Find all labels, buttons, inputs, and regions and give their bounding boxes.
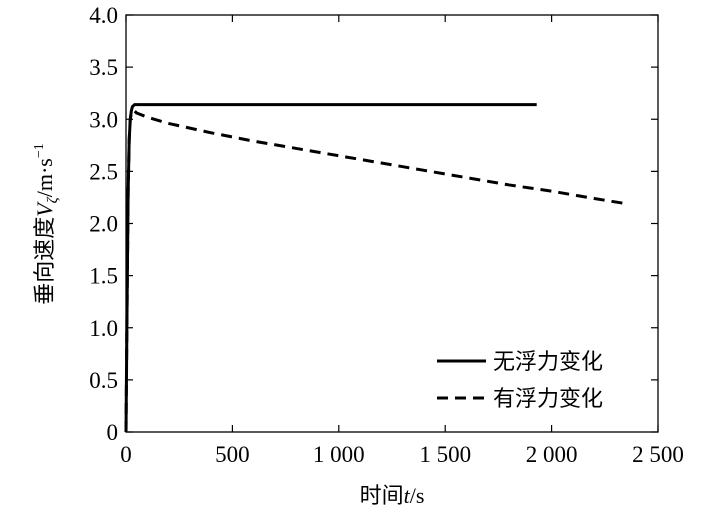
y-tick-label: 4.0 <box>89 3 118 28</box>
x-tick-label: 500 <box>215 442 250 467</box>
series-line-1 <box>124 109 627 433</box>
y-axis-label-unit: /m·s <box>32 158 57 197</box>
y-tick-label: 0 <box>107 420 119 445</box>
legend-label-1: 有浮力变化 <box>493 387 603 412</box>
y-axis-label-sup: −1 <box>32 143 47 158</box>
x-tick-label: 2 000 <box>526 442 578 467</box>
x-tick-label: 2 500 <box>632 442 684 467</box>
y-axis-label-prefix: 垂向速度 <box>33 217 58 305</box>
y-tick-label: 3.0 <box>89 107 118 132</box>
legend-label-0: 无浮力变化 <box>493 350 603 375</box>
y-axis-label-sub: ζ <box>45 196 61 203</box>
x-axis-label-unit: /s <box>410 483 425 508</box>
x-axis-label-var: t <box>404 483 411 508</box>
y-tick-label: 2.5 <box>89 159 118 184</box>
y-tick-label: 1.0 <box>89 316 118 341</box>
series-layer <box>124 103 627 433</box>
y-axis-ticks: 0 0.5 1.0 1.5 2.0 2.5 3.0 3.5 4.0 <box>89 3 658 445</box>
y-axis-label-var: V <box>32 201 57 217</box>
y-tick-label: 0.5 <box>89 368 118 393</box>
y-tick-label: 2.0 <box>89 212 118 237</box>
x-tick-label: 1 500 <box>419 442 471 467</box>
y-tick-label: 3.5 <box>89 55 118 80</box>
y-tick-label: 1.5 <box>89 264 118 289</box>
y-axis-label: 垂向速度Vζ/m·s−1 <box>32 143 61 305</box>
x-tick-label: 0 <box>120 442 132 467</box>
x-axis-label: 时间t/s <box>360 483 425 509</box>
x-axis-ticks: 0 500 1 000 1 500 2 000 2 500 <box>120 15 684 467</box>
x-tick-label: 1 000 <box>313 442 365 467</box>
legend: 无浮力变化 有浮力变化 <box>437 350 603 412</box>
x-axis-label-prefix: 时间 <box>360 484 404 509</box>
